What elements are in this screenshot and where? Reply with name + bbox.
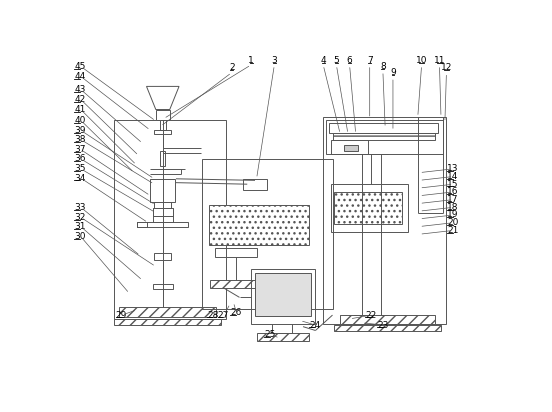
Bar (330, 123, 438, 133)
Text: 8: 8 (380, 62, 386, 71)
Bar (340, 315, 435, 324)
Text: 3: 3 (272, 56, 277, 65)
Bar (344, 145, 358, 151)
Text: 15: 15 (447, 180, 459, 189)
Text: 22: 22 (365, 311, 376, 320)
Text: 23: 23 (378, 321, 389, 330)
Bar (251, 269, 315, 324)
Text: 6: 6 (347, 56, 352, 65)
Text: 5: 5 (333, 56, 339, 65)
Bar (114, 120, 226, 319)
Bar (331, 140, 368, 154)
Text: 26: 26 (230, 308, 242, 317)
Bar (154, 253, 171, 260)
Text: 28: 28 (207, 311, 219, 320)
Text: 44: 44 (75, 72, 86, 81)
Text: 43: 43 (75, 85, 86, 94)
Text: 24: 24 (309, 321, 321, 330)
Bar (119, 307, 216, 317)
Text: 30: 30 (75, 232, 86, 241)
Text: 39: 39 (75, 126, 86, 135)
Bar (257, 333, 309, 340)
Text: 36: 36 (75, 154, 86, 163)
Text: 42: 42 (75, 95, 86, 104)
Text: 16: 16 (447, 187, 459, 197)
Text: 2: 2 (229, 63, 235, 73)
Bar (160, 120, 166, 129)
Bar (215, 248, 257, 258)
Text: 18: 18 (447, 203, 459, 212)
Text: 11: 11 (434, 56, 445, 65)
Text: 31: 31 (75, 222, 86, 231)
Bar (161, 151, 165, 166)
Bar (334, 192, 402, 224)
Bar (332, 133, 435, 140)
Text: 37: 37 (75, 145, 86, 154)
Polygon shape (146, 87, 179, 110)
Bar (156, 110, 170, 120)
Text: 4: 4 (320, 56, 326, 65)
Text: 27: 27 (218, 311, 229, 320)
Text: 20: 20 (447, 218, 459, 227)
Text: 21: 21 (447, 226, 459, 235)
Bar (153, 208, 173, 216)
Text: 9: 9 (390, 68, 396, 77)
Text: 17: 17 (447, 195, 459, 204)
Text: 41: 41 (75, 105, 86, 114)
Text: 35: 35 (75, 164, 86, 173)
Bar (137, 222, 188, 227)
Text: 34: 34 (75, 173, 86, 183)
Text: 14: 14 (447, 172, 459, 181)
Text: 19: 19 (447, 211, 459, 220)
Text: 10: 10 (416, 56, 427, 65)
Text: 25: 25 (264, 330, 275, 339)
Bar (154, 202, 171, 208)
Bar (210, 281, 258, 288)
Bar (323, 117, 445, 323)
Text: 29: 29 (115, 311, 127, 320)
Text: 33: 33 (75, 203, 86, 212)
Text: 40: 40 (75, 116, 86, 125)
Text: 13: 13 (447, 164, 459, 173)
Bar (209, 205, 309, 245)
Text: 38: 38 (75, 135, 86, 144)
Bar (114, 319, 221, 325)
Text: 1: 1 (248, 56, 254, 65)
Bar (137, 222, 146, 227)
Bar (150, 179, 175, 202)
Bar (154, 129, 171, 134)
Bar (202, 159, 332, 309)
Text: 12: 12 (440, 63, 452, 73)
Bar (153, 216, 173, 222)
Text: 45: 45 (75, 62, 86, 71)
Bar (243, 179, 267, 190)
Bar (331, 184, 408, 232)
Bar (326, 120, 443, 154)
Bar (334, 325, 441, 331)
Text: 32: 32 (75, 213, 86, 222)
Text: 7: 7 (367, 56, 373, 65)
Bar (255, 273, 311, 316)
Bar (153, 284, 173, 289)
